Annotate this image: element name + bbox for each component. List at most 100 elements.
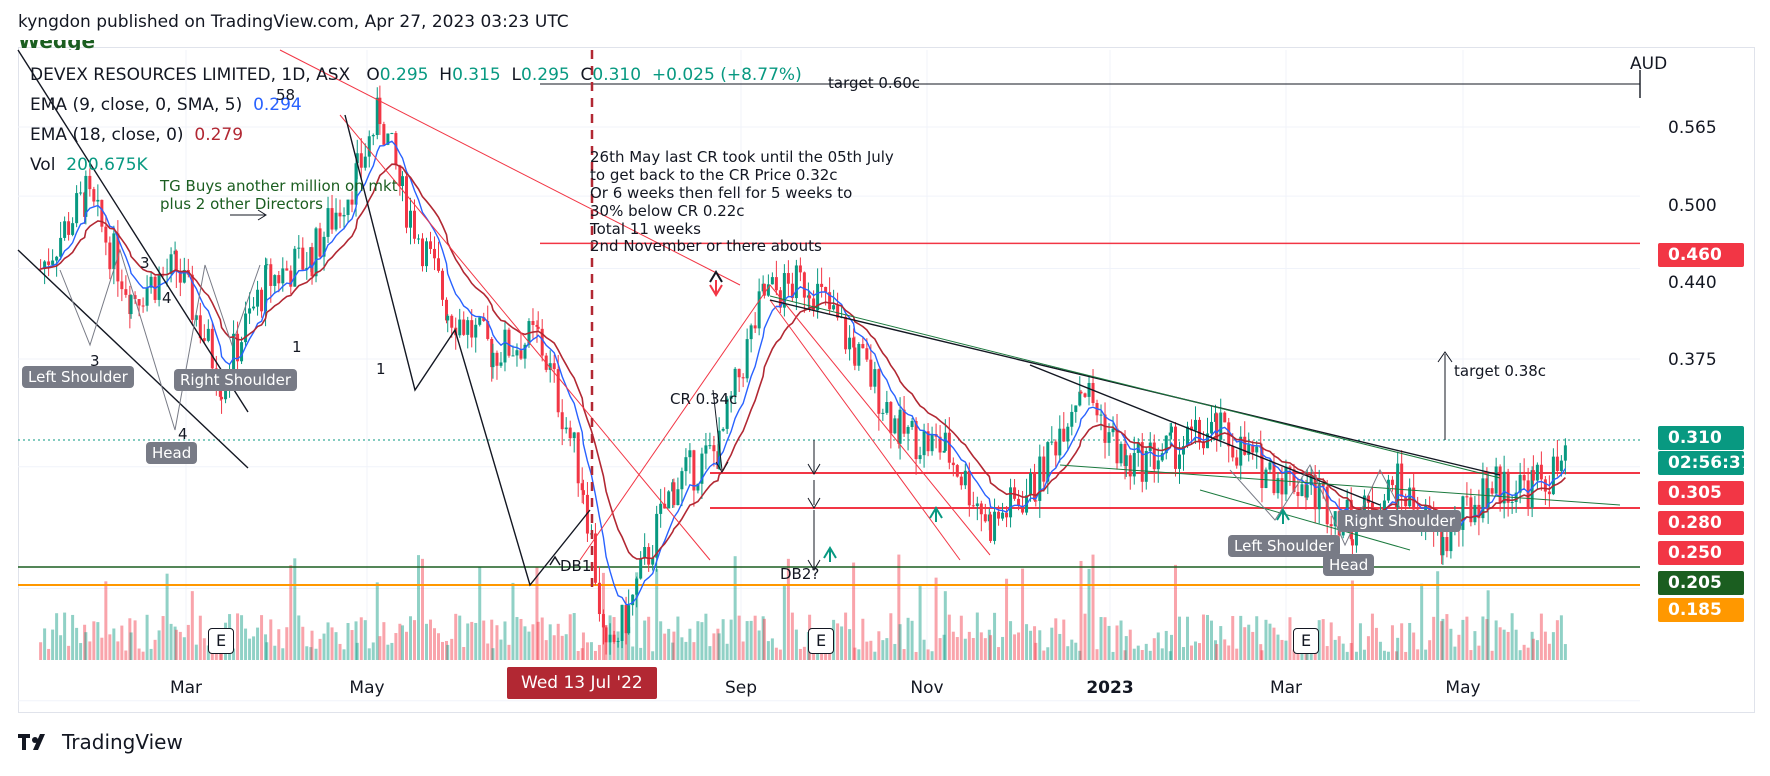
volume-bar: [922, 639, 926, 660]
candle-body: [1321, 483, 1325, 487]
volume-bar: [1001, 636, 1005, 660]
candle-body: [289, 270, 293, 287]
candle-body: [386, 133, 390, 145]
candle-body: [149, 276, 153, 288]
volume-bar: [174, 629, 178, 660]
head-label-1[interactable]: Head: [146, 442, 198, 464]
tradingview-logo-icon[interactable]: [18, 732, 54, 752]
earnings-badge-2[interactable]: E: [808, 628, 834, 654]
volume-bar: [1522, 644, 1526, 660]
candle-body: [717, 430, 721, 469]
candle-body: [680, 471, 684, 490]
volume-bar: [1292, 649, 1296, 660]
volume-bar: [898, 624, 902, 660]
candle-body: [281, 268, 285, 284]
volume-bar: [440, 641, 444, 660]
volume-bar: [1119, 620, 1123, 660]
earnings-badge-1[interactable]: E: [208, 628, 234, 654]
volume-bar: [1378, 641, 1382, 660]
wedge-line-upper: [17, 49, 249, 413]
volume-bar: [1050, 627, 1054, 660]
volume-bar: [696, 621, 700, 660]
wave-4b: 4: [178, 425, 188, 443]
head-label-2[interactable]: Head: [1323, 554, 1375, 576]
chart-frame[interactable]: [18, 47, 1755, 713]
volume-bar: [733, 556, 737, 660]
candle-body: [1354, 528, 1358, 546]
candle-body: [1223, 412, 1227, 423]
candle-body: [334, 212, 338, 230]
left-shoulder-label-1[interactable]: Left Shoulder: [22, 366, 134, 388]
candle-body: [252, 306, 256, 309]
right-shoulder-label-1[interactable]: Right Shoulder: [174, 369, 298, 391]
candle-body: [898, 409, 902, 444]
candle-body: [1083, 393, 1087, 397]
price-tag-0460: 0.460: [1658, 243, 1744, 267]
volume-bar: [153, 639, 157, 660]
volume-bar: [1148, 650, 1152, 660]
price-tag-0280: 0.280: [1658, 511, 1744, 535]
candle-body: [1247, 444, 1251, 455]
volume-bar: [684, 641, 688, 660]
candle-body: [672, 482, 676, 506]
candle-body: [757, 291, 761, 329]
volume-bar: [737, 615, 741, 660]
volume-bar: [893, 643, 897, 660]
volume-bar: [572, 613, 576, 660]
volume-bar: [869, 640, 873, 660]
volume-bar: [1428, 640, 1432, 660]
candle-body: [240, 342, 244, 362]
volume-bar: [1260, 650, 1264, 660]
volume-bar: [1029, 630, 1033, 660]
candle-body: [692, 450, 696, 491]
candle-body: [1219, 412, 1223, 440]
candle-body: [269, 264, 273, 286]
volume-bar: [236, 613, 240, 660]
volume-bar: [79, 643, 83, 660]
volume-bar: [424, 623, 428, 660]
candle-body: [1280, 478, 1284, 495]
volume-bar: [1481, 616, 1485, 660]
candle-body: [104, 226, 108, 243]
volume-bar: [930, 651, 934, 660]
candle-body: [59, 237, 63, 257]
candle-body: [133, 295, 137, 300]
volume-bar: [1416, 649, 1420, 660]
candle-body: [1042, 456, 1046, 482]
candle-body: [100, 199, 104, 227]
volume-bar: [186, 624, 190, 660]
volume-bar: [310, 630, 314, 660]
volume-bar: [1321, 619, 1325, 660]
y-tick-3: 0.375: [1668, 350, 1717, 370]
candle-body: [1156, 460, 1160, 470]
volume-bar: [128, 618, 132, 660]
candle-body: [580, 483, 584, 491]
candle-body: [1021, 505, 1025, 513]
volume-bar: [1042, 650, 1046, 660]
volume-bar: [1058, 633, 1062, 660]
earnings-badge-3[interactable]: E: [1293, 628, 1319, 654]
volume-bar: [416, 555, 420, 660]
volume-bar: [293, 558, 297, 660]
right-shoulder-label-2[interactable]: Right Shoulder: [1338, 510, 1462, 532]
volume-bar: [1337, 636, 1341, 660]
candle-body: [202, 338, 206, 341]
volume-bar: [330, 627, 334, 660]
candle-body: [71, 223, 75, 235]
candle-body: [129, 295, 133, 315]
candle-body: [499, 362, 503, 366]
volume-bar: [794, 629, 798, 660]
volume-bar: [1374, 627, 1378, 660]
candle-body: [536, 326, 540, 329]
volume-bar: [446, 644, 450, 660]
volume-bar: [1349, 642, 1353, 660]
candle-body: [766, 284, 770, 296]
footer-brand[interactable]: TradingView: [62, 730, 183, 754]
volume-bar: [1189, 645, 1193, 660]
left-shoulder-label-2[interactable]: Left Shoulder: [1228, 535, 1340, 557]
volume-bar: [108, 634, 112, 660]
volume-bar: [942, 634, 946, 660]
candle-body: [1144, 450, 1148, 482]
candle-body: [244, 313, 248, 343]
